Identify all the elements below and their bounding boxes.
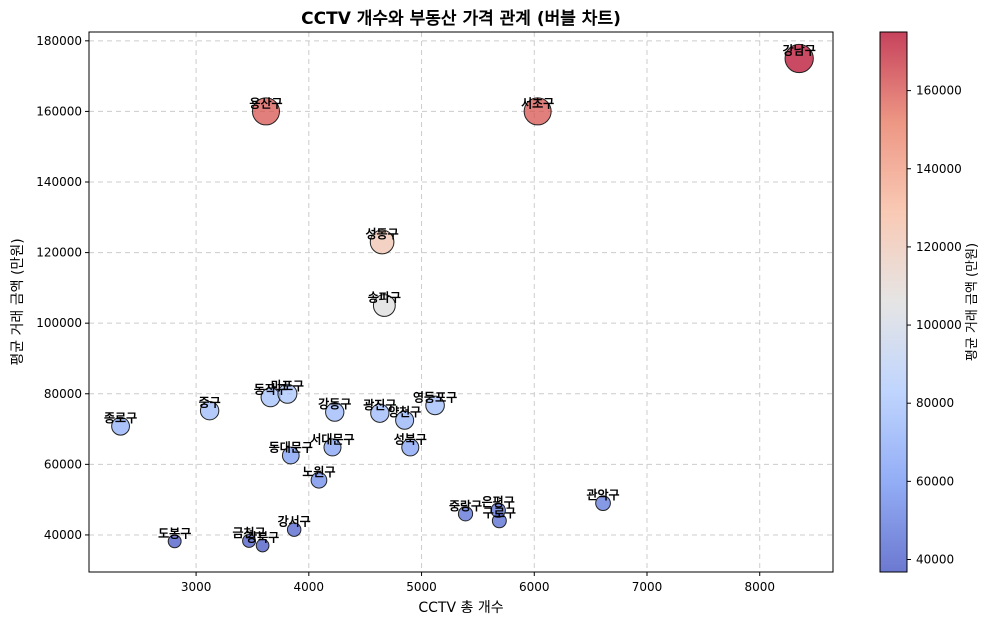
colorbar-tick-label: 120000 xyxy=(916,240,962,254)
bubble-point xyxy=(369,229,395,255)
bubble-label: 송파구 xyxy=(368,290,401,305)
bubble-label: 관악구 xyxy=(586,487,619,502)
bubble-point xyxy=(286,522,302,537)
x-tick-label: 6000 xyxy=(519,580,550,594)
bubble-point xyxy=(372,294,396,317)
bubble-point xyxy=(490,502,506,518)
bubble-point xyxy=(277,383,298,404)
x-tick-label: 5000 xyxy=(406,580,437,594)
colorbar-tick-label: 80000 xyxy=(916,396,954,410)
bubble-label: 광진구 xyxy=(363,397,396,412)
x-tick-label: 4000 xyxy=(294,580,325,594)
colorbar-tick-label: 160000 xyxy=(916,84,962,98)
grid xyxy=(89,32,833,572)
bubble-point xyxy=(457,506,474,522)
colorbar xyxy=(879,31,908,573)
bubble-label: 마포구 xyxy=(271,378,304,393)
y-tick-label: 40000 xyxy=(44,528,82,542)
bubble-label: 종로구 xyxy=(104,411,137,425)
bubble-label: 강서구 xyxy=(278,514,311,529)
colorbar-tick-label: 140000 xyxy=(916,162,962,176)
bubble-label: 성북구 xyxy=(394,432,427,446)
bubble-point xyxy=(111,416,130,436)
bubble-point xyxy=(199,401,220,421)
bubble-point xyxy=(523,97,552,126)
bubble-label: 영등포구 xyxy=(413,389,457,404)
colorbar-tick-label: 100000 xyxy=(916,318,962,332)
bubble-point xyxy=(370,403,390,423)
x-axis-label: CCTV 총 개수 xyxy=(418,600,503,616)
chart-title: CCTV 개수와 부동산 가격 관계 (버블 차트) xyxy=(301,9,621,29)
bubble-point xyxy=(310,471,328,489)
bubble-label: 도봉구 xyxy=(158,526,191,540)
bubble-label: 중구 xyxy=(199,396,221,410)
bubble-point xyxy=(255,538,270,553)
y-tick-label: 120000 xyxy=(36,246,82,260)
bubble-point xyxy=(784,43,814,74)
bubble-series xyxy=(111,43,814,553)
bubble-label: 구로구 xyxy=(483,506,516,520)
bubble-label: 강동구 xyxy=(318,397,351,411)
y-tick-label: 100000 xyxy=(36,316,82,330)
bubble-label: 성동구 xyxy=(366,227,399,241)
plot-frame xyxy=(88,31,834,573)
x-tick-label: 8000 xyxy=(744,580,775,594)
bubble-point xyxy=(167,534,182,549)
bubble-label: 노원구 xyxy=(302,465,335,479)
y-axis-ticks: 40000 60000 80000 100000 120000 140000 160000 1… xyxy=(36,34,89,542)
bubble-label: 동대문구 xyxy=(269,441,313,455)
y-tick-label: 60000 xyxy=(44,457,82,471)
bubble-label: 중랑구 xyxy=(449,499,482,513)
bubble-point xyxy=(323,438,342,457)
y-tick-label: 180000 xyxy=(36,34,82,48)
colorbar-ticks: 40000 60000 80000 100000 120000 140000 160000 xyxy=(907,84,962,566)
bubble-point xyxy=(251,97,280,126)
bubble-label: 서초구 xyxy=(521,95,554,110)
colorbar-label: 평균 거래 금액 (만원) xyxy=(965,243,980,361)
x-tick-label: 3000 xyxy=(181,580,212,594)
bubble-label: 서대문구 xyxy=(310,431,354,446)
bubble-label: 금천구 xyxy=(233,525,266,540)
bubble-point xyxy=(425,395,445,416)
x-axis-ticks: 3000 4000 5000 6000 7000 8000 xyxy=(181,572,775,594)
bubble-label: 용산구 xyxy=(249,95,282,110)
bubble-point xyxy=(401,438,420,457)
colorbar-tick-label: 60000 xyxy=(916,474,954,488)
colorbar-tick-label: 40000 xyxy=(916,552,954,566)
y-axis-label: 평균 거래 금액 (만원) xyxy=(10,238,26,365)
y-tick-label: 80000 xyxy=(44,387,82,401)
bubble-point xyxy=(595,495,611,512)
x-tick-label: 7000 xyxy=(632,580,663,594)
bubble-label: 동작구 xyxy=(254,381,287,396)
bubble-point xyxy=(242,533,257,548)
bubble-point xyxy=(281,446,300,465)
bubble-label: 은평구 xyxy=(482,495,515,509)
y-tick-label: 140000 xyxy=(36,175,82,189)
y-tick-label: 160000 xyxy=(36,104,82,118)
bubble-point xyxy=(325,402,345,422)
bubble-label: 강북구 xyxy=(246,531,279,545)
bubble-label: 강남구 xyxy=(783,42,816,57)
bubble-label: 양천구 xyxy=(388,404,421,419)
bubble-point xyxy=(395,410,415,430)
